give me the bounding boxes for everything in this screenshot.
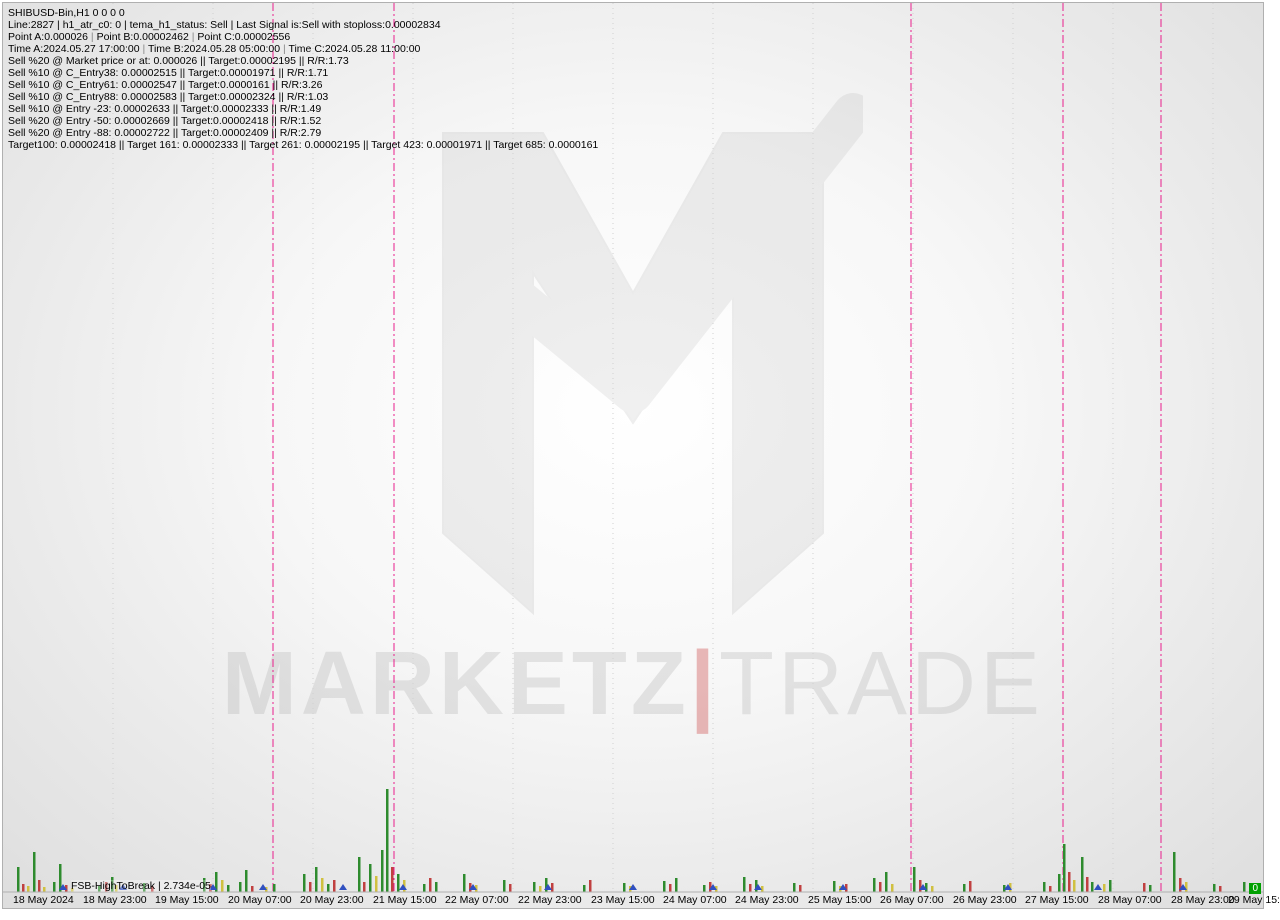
- info-title: SHIBUSD-Bin,H1 0 0 0 0: [8, 7, 598, 19]
- info-sell-6: Sell %20 @ Entry -50: 0.00002669 || Targ…: [8, 115, 598, 127]
- x-axis-tick-label: 28 May 23:00: [1171, 894, 1235, 906]
- x-axis-tick-label: 19 May 15:00: [155, 894, 219, 906]
- x-axis-tick-label: 22 May 23:00: [518, 894, 582, 906]
- info-sell-7: Sell %20 @ Entry -88: 0.00002722 || Targ…: [8, 127, 598, 139]
- x-axis-tick-label: 27 May 15:00: [1025, 894, 1089, 906]
- x-axis-tick-label: 24 May 07:00: [663, 894, 727, 906]
- x-axis-tick-label: 18 May 2024: [13, 894, 74, 906]
- x-axis-tick-label: 21 May 15:00: [373, 894, 437, 906]
- x-axis-tick-label: 28 May 07:00: [1098, 894, 1162, 906]
- x-axis-tick-label: 23 May 15:00: [591, 894, 655, 906]
- x-axis-tick-label: 29 May 15:00: [1228, 894, 1280, 906]
- x-axis-tick-label: 25 May 15:00: [808, 894, 872, 906]
- x-axis-tick-label: 26 May 23:00: [953, 894, 1017, 906]
- info-sell-2: Sell %10 @ C_Entry38: 0.00002515 || Targ…: [8, 67, 598, 79]
- info-sell-5: Sell %10 @ Entry -23: 0.00002633 || Targ…: [8, 103, 598, 115]
- x-axis-tick-label: 24 May 23:00: [735, 894, 799, 906]
- info-times: Time A:2024.05.27 17:00:00 | Time B:2024…: [8, 43, 598, 55]
- x-axis-tick-label: 18 May 23:00: [83, 894, 147, 906]
- info-overlay: SHIBUSD-Bin,H1 0 0 0 0 Line:2827 | h1_at…: [8, 7, 598, 151]
- info-sell-4: Sell %10 @ C_Entry88: 0.00002583 || Targ…: [8, 91, 598, 103]
- info-sell-1: Sell %20 @ Market price or at: 0.000026 …: [8, 55, 598, 67]
- info-targets: Target100: 0.00002418 || Target 161: 0.0…: [8, 139, 598, 151]
- info-sell-3: Sell %10 @ C_Entry61: 0.00002547 || Targ…: [8, 79, 598, 91]
- info-line-2: Line:2827 | h1_atr_c0: 0 | tema_h1_statu…: [8, 19, 598, 31]
- chart-container[interactable]: MARKETZ|TRADE SHIBUSD-Bin,H1 0 0 0 0 Lin…: [2, 2, 1264, 909]
- x-axis-tick-label: 20 May 23:00: [300, 894, 364, 906]
- indicator-label: FSB-HighToBreak | 2.734e-05: [71, 880, 211, 892]
- badge-zero: 0: [1249, 883, 1261, 894]
- info-points: Point A:0.000026 | Point B:0.00002462 | …: [8, 31, 598, 43]
- x-axis-tick-label: 22 May 07:00: [445, 894, 509, 906]
- x-axis-tick-label: 20 May 07:00: [228, 894, 292, 906]
- x-axis-tick-label: 26 May 07:00: [880, 894, 944, 906]
